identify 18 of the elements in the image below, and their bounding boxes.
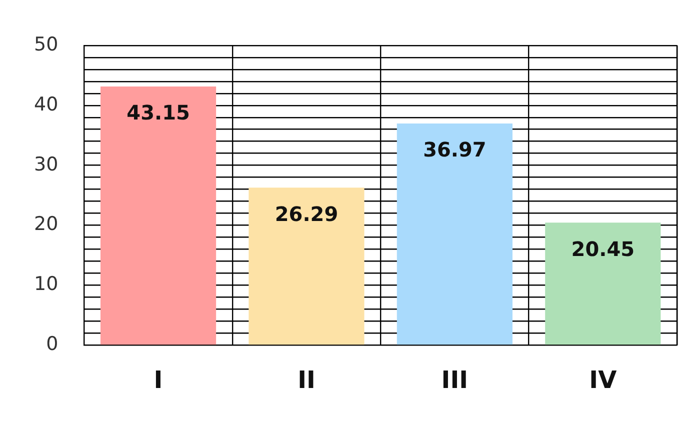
- y-tick-label: 0: [46, 333, 58, 356]
- data-label: 20.45: [571, 236, 635, 261]
- y-tick-label: 50: [34, 33, 58, 56]
- bar: [100, 86, 216, 345]
- x-tick-label: I: [154, 366, 163, 394]
- data-label: 36.97: [423, 138, 486, 162]
- bar: [248, 188, 364, 345]
- bar: [396, 124, 512, 345]
- y-tick-label: 10: [34, 273, 58, 296]
- y-tick-label: 20: [34, 213, 58, 236]
- x-tick-label: III: [441, 366, 468, 394]
- data-label: 43.15: [126, 100, 190, 125]
- data-label: 26.29: [274, 202, 338, 226]
- y-tick-label: 30: [34, 153, 58, 176]
- bar: [545, 222, 661, 345]
- y-tick-label: 40: [34, 93, 58, 116]
- x-tick-label: IV: [589, 366, 618, 394]
- x-tick-label: II: [298, 366, 316, 394]
